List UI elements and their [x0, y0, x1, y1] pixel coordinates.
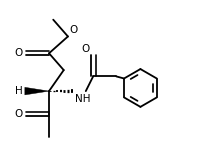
- Text: O: O: [14, 48, 23, 58]
- Text: H: H: [15, 86, 22, 96]
- Text: O: O: [14, 109, 23, 119]
- Text: NH: NH: [75, 94, 90, 104]
- Polygon shape: [25, 87, 49, 95]
- Text: O: O: [69, 25, 77, 35]
- Text: O: O: [81, 44, 90, 54]
